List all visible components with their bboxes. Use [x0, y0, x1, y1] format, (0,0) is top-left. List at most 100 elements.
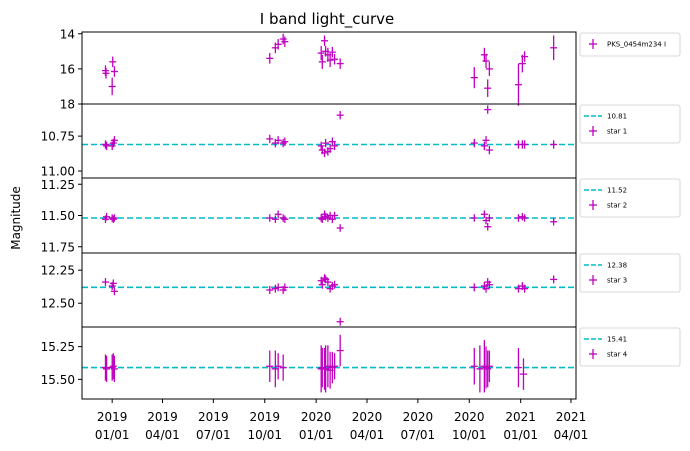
legend-entry: PKS_0454m234 I: [589, 39, 666, 49]
y-tick-label: 11.50: [41, 209, 75, 223]
legend-entry: star 2: [589, 200, 627, 210]
data-point: [470, 347, 478, 385]
legend-label: 11.52: [607, 187, 627, 195]
data-point: [485, 214, 493, 222]
y-axis-label: Magnitude: [9, 186, 23, 250]
data-point: [521, 284, 529, 293]
data-point: [470, 67, 478, 89]
data-point: [274, 283, 282, 292]
data-point: [521, 51, 529, 62]
data-point: [110, 287, 118, 296]
legend-box: [579, 32, 681, 57]
data-point: [321, 35, 329, 47]
data-point: [103, 355, 111, 382]
x-tick-label-year: 2019: [147, 410, 178, 424]
legend-label: 12.38: [607, 262, 627, 270]
data-point: [322, 138, 330, 148]
y-tick-label: 15.50: [41, 373, 75, 387]
legend-box: [579, 327, 681, 367]
y-tick-label: 11.00: [41, 165, 75, 179]
data-point: [514, 347, 522, 388]
x-tick-label-year: 2020: [454, 410, 485, 424]
x-tick-label-date: 04/01: [350, 428, 385, 442]
legend-label: 10.81: [607, 113, 627, 121]
legend: 11.52 star 2: [579, 178, 681, 218]
data-point: [484, 223, 492, 231]
data-point: [331, 353, 339, 380]
legend-label: 15.41: [607, 336, 627, 344]
data-point: [482, 53, 490, 68]
data-point: [550, 275, 558, 284]
data-point: [485, 61, 493, 76]
data-point: [110, 136, 118, 145]
y-tick-label: 10.75: [41, 130, 75, 144]
x-tick-label-date: 04/01: [145, 428, 180, 442]
legend-label: star 4: [607, 351, 628, 359]
data-point: [109, 353, 117, 380]
legend: PKS_0454m234 I: [579, 32, 681, 57]
data-point: [484, 350, 492, 388]
panel-star-4: 15.25 15.50 15.41 star 4: [41, 326, 681, 400]
x-tick-label-date: 07/01: [196, 428, 231, 442]
data-point: [485, 145, 493, 155]
data-point: [331, 53, 339, 65]
data-point: [103, 213, 111, 221]
data-point: [321, 274, 329, 283]
data-point: [550, 35, 558, 61]
y-tick-label: 14: [60, 27, 75, 41]
data-point: [274, 136, 282, 145]
panel-frame: [81, 31, 577, 105]
legend-entry: 10.81: [584, 113, 627, 121]
legend-entry: 15.41: [584, 336, 627, 344]
data-point: [281, 215, 289, 223]
data-point: [109, 279, 117, 288]
data-point: [336, 58, 344, 69]
panel-star-1: 10.75 11.00 10.81 star 1: [41, 103, 681, 179]
legend-box: [579, 178, 681, 218]
data-point: [108, 77, 116, 96]
panel-star-2: 11.25 11.50 11.75 11.52 star 2: [41, 177, 681, 254]
y-tick-label: 18: [60, 98, 75, 112]
data-point: [485, 280, 493, 289]
panel-frame: [81, 326, 577, 400]
legend: 10.81 star 1: [579, 104, 681, 144]
chart-title: I band light_curve: [260, 10, 394, 29]
legend-label: PKS_0454m234 I: [607, 41, 666, 49]
data-point: [281, 137, 289, 146]
legend: 15.41 star 4: [579, 327, 681, 367]
legend-entry: 11.52: [584, 187, 627, 195]
data-point: [318, 54, 326, 69]
data-point: [274, 353, 282, 380]
data-point: [336, 110, 344, 120]
data-point: [485, 350, 493, 382]
data-point: [281, 283, 289, 292]
data-point: [482, 136, 490, 145]
x-tick-label-date: 04/01: [554, 428, 589, 442]
data-point: [110, 355, 118, 382]
data-point: [470, 214, 478, 222]
data-point: [514, 214, 522, 222]
x-tick-label-year: 2021: [505, 410, 536, 424]
x-tick-label-date: 01/01: [299, 428, 334, 442]
legend-entry: star 4: [589, 349, 628, 359]
data-point: [266, 286, 274, 294]
data-point: [266, 350, 274, 382]
y-tick-label: 15.25: [41, 340, 75, 354]
data-point: [274, 39, 282, 50]
data-point: [521, 140, 529, 149]
data-point: [519, 358, 527, 390]
data-point: [326, 53, 334, 68]
legend-label: star 2: [607, 202, 627, 210]
data-point: [480, 47, 488, 62]
legend-label: star 1: [607, 128, 627, 136]
data-point: [331, 211, 339, 220]
legend-label: star 3: [607, 277, 627, 285]
data-point: [279, 33, 287, 45]
data-point: [476, 345, 484, 393]
data-point: [110, 214, 118, 222]
data-point: [482, 284, 490, 293]
data-point: [521, 214, 529, 222]
data-point: [514, 63, 522, 106]
data-point: [331, 141, 339, 151]
legend-entry: 12.38: [584, 262, 627, 270]
